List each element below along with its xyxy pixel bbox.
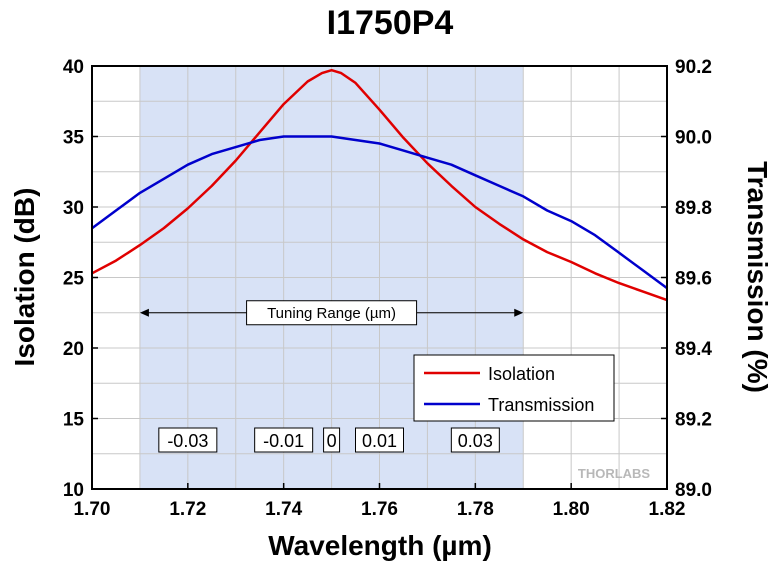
offset-labels: -0.03 -0.01 0 0.01 0.03 (158, 427, 500, 453)
x-tick-label: 1.80 (553, 499, 590, 520)
x-axis-title: Wavelength (µm) (268, 530, 492, 561)
y2-tick-label: 89.8 (675, 198, 712, 219)
offset-label: 0 (327, 431, 337, 451)
y-axis-ticks: 10 15 20 25 30 35 40 (63, 57, 98, 501)
y2-tick-label: 89.2 (675, 410, 712, 431)
offset-label: -0.01 (263, 431, 304, 451)
offset-label: 0.01 (362, 431, 397, 451)
offset-label-box (254, 427, 314, 453)
tuning-arrow-head-left (139, 308, 149, 317)
offset-label: 0.03 (458, 431, 493, 451)
y2-tick-label: 89.4 (675, 339, 712, 360)
legend-isolation-label: Isolation (488, 364, 555, 384)
watermark-logo: THORLABS (578, 466, 651, 481)
x-tick-label: 1.74 (265, 499, 302, 520)
y-tick-label: 25 (63, 269, 85, 290)
x-tick-label: 1.72 (169, 499, 206, 520)
y-tick-label: 15 (63, 410, 85, 431)
y2-tick-label: 89.6 (675, 269, 712, 290)
y2-tick-label: 89.0 (675, 480, 712, 501)
y2-axis-title: Transmission (%) (742, 161, 773, 393)
x-tick-label: 1.70 (74, 499, 111, 520)
y-tick-label: 30 (63, 198, 84, 219)
offset-label-box (450, 427, 500, 453)
tuning-range-arrow: Tuning Range (µm) (139, 300, 524, 326)
offset-label-box (158, 427, 218, 453)
legend: Isolation Transmission (413, 354, 615, 422)
x-axis-ticks: 1.70 1.72 1.74 1.76 1.78 1.80 1.82 (74, 483, 686, 520)
y2-axis-ticks: 89.0 89.2 89.4 89.6 89.8 90.0 90.2 (661, 57, 712, 501)
y2-tick-label: 90.0 (675, 128, 712, 149)
x-tick-label: 1.82 (649, 499, 686, 520)
offset-label-box (355, 427, 404, 453)
series-isolation-line (91, 68, 668, 302)
tuning-range-label: Tuning Range (µm) (267, 305, 396, 322)
y-axis-title: Isolation (dB) (9, 188, 40, 367)
y-tick-label: 35 (63, 128, 85, 149)
chart-title: I1750P4 (327, 4, 454, 42)
y2-tick-label: 90.2 (675, 57, 712, 78)
y-tick-label: 40 (63, 57, 84, 78)
series-lines (91, 68, 668, 302)
x-tick-label: 1.78 (457, 499, 494, 520)
offset-label-box (323, 427, 341, 453)
series-transmission-line (91, 135, 668, 290)
tuning-range-label-box (246, 300, 418, 326)
x-tick-label: 1.76 (361, 499, 398, 520)
y-tick-label: 10 (63, 480, 84, 501)
tuning-arrow-head-right (514, 308, 524, 317)
offset-label: -0.03 (167, 431, 208, 451)
legend-transmission-label: Transmission (488, 395, 594, 415)
y-tick-label: 20 (63, 339, 84, 360)
legend-box (413, 354, 615, 422)
